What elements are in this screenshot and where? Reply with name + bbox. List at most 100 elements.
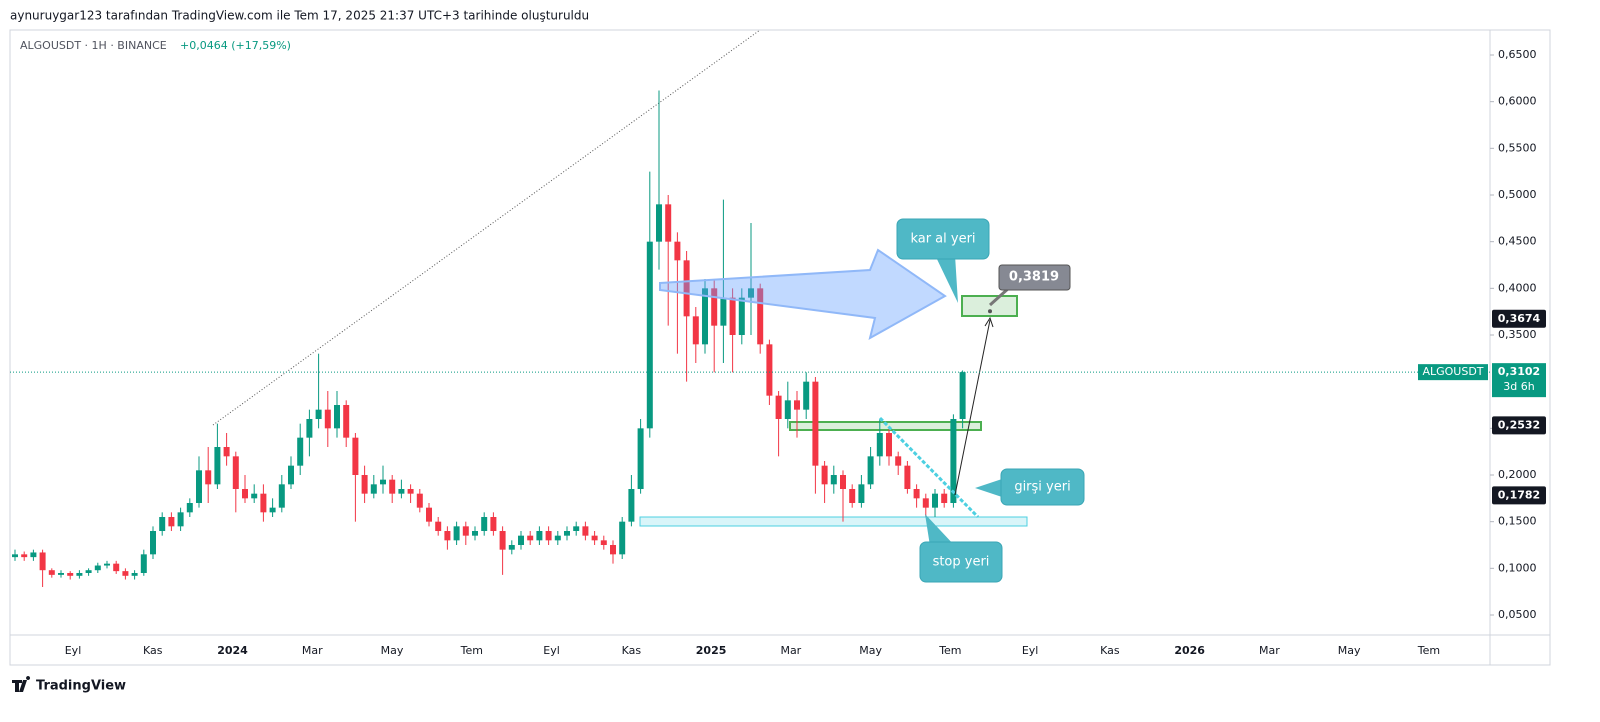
- logo: [12, 676, 31, 692]
- candle-body: [738, 297, 745, 335]
- candle-body: [168, 517, 175, 527]
- projection-arrow: [954, 319, 991, 496]
- candle-body: [729, 297, 736, 335]
- price-label: 0,2532: [1498, 418, 1540, 431]
- y-tick-label: 0,6000: [1498, 95, 1537, 108]
- candle-body: [104, 563, 110, 566]
- candle-body: [370, 484, 377, 494]
- candle-body: [720, 297, 727, 326]
- candle-body: [242, 489, 248, 499]
- target-label: 0,3819: [1009, 270, 1059, 285]
- candle-body: [462, 526, 469, 536]
- callout-text: girşi yeri: [1014, 480, 1070, 495]
- candle-body: [67, 573, 74, 576]
- x-tick-label: Tem: [460, 644, 483, 657]
- y-tick-label: 0,6500: [1498, 48, 1537, 61]
- candle-body: [665, 204, 672, 242]
- candle-body: [278, 484, 285, 508]
- y-tick-label: 0,1000: [1498, 561, 1537, 574]
- candle-body: [803, 381, 810, 410]
- candle-body: [757, 288, 764, 345]
- candle-body: [849, 489, 856, 503]
- x-tick-label: Mar: [780, 644, 801, 657]
- candle-body: [766, 344, 773, 396]
- y-tick-label: 0,5000: [1498, 188, 1537, 201]
- candle-body: [453, 526, 460, 541]
- candle-body: [58, 573, 64, 575]
- x-tick-label: 2024: [217, 644, 248, 657]
- candle-body: [223, 447, 230, 457]
- candle-body: [131, 573, 138, 576]
- candle-body: [324, 409, 331, 429]
- candle-body: [140, 554, 147, 573]
- candle-body: [950, 419, 957, 503]
- footer: TradingView: [36, 679, 126, 694]
- candle-body: [472, 531, 478, 536]
- target-box: [998, 264, 1071, 291]
- candle-body: [306, 419, 313, 438]
- countdown: 3d 6h: [1503, 380, 1534, 393]
- candle-body: [545, 531, 552, 541]
- x-tick-label: Mar: [302, 644, 323, 657]
- y-tick-label: 0,2000: [1498, 468, 1537, 481]
- candle-body: [343, 405, 350, 438]
- candle-body: [867, 456, 874, 485]
- candle-body: [232, 456, 239, 489]
- candle-body: [122, 571, 129, 576]
- candle-body: [518, 535, 524, 545]
- candle-body: [508, 545, 515, 550]
- candle-body: [94, 565, 101, 571]
- callout-pointer: [975, 478, 1005, 498]
- change: +0,0464 (+17,59%): [180, 39, 291, 52]
- candle-body: [214, 447, 221, 485]
- candle-body: [205, 470, 212, 485]
- candle-body: [784, 400, 791, 419]
- candle-body: [573, 526, 580, 531]
- y-tick-label: 0,1500: [1498, 515, 1537, 528]
- candle-body: [30, 552, 37, 558]
- candle-body: [748, 288, 754, 298]
- x-tick-label: Kas: [143, 644, 163, 657]
- candle-body: [941, 493, 948, 503]
- candle-body: [830, 475, 837, 485]
- candle-body: [398, 489, 405, 494]
- candle-body: [619, 521, 626, 555]
- candle-body: [794, 400, 800, 410]
- candle-body: [610, 545, 616, 555]
- y-tick-label: 0,5500: [1498, 141, 1537, 154]
- candle-body: [646, 241, 653, 429]
- wedge-line: [878, 416, 980, 519]
- callout-pointer: [925, 514, 955, 546]
- callout-box: [896, 218, 990, 260]
- candle-body: [39, 552, 46, 571]
- price-label: 0,3674: [1498, 312, 1541, 325]
- candle-body: [352, 437, 359, 475]
- price-label-box: [1492, 486, 1546, 505]
- last-price-box: [1492, 363, 1546, 398]
- candle-body: [48, 570, 55, 575]
- candle-body: [334, 405, 340, 429]
- candle-body: [527, 535, 534, 541]
- candle-body: [821, 465, 828, 485]
- candle-body: [186, 503, 193, 513]
- candle-body: [564, 531, 570, 536]
- x-tick-label: Eyl: [1022, 644, 1039, 657]
- callout-box: [1000, 468, 1085, 506]
- price-label: 0,1782: [1498, 488, 1540, 501]
- candle-body: [85, 570, 92, 573]
- candle-body: [260, 493, 267, 513]
- candle-body: [159, 517, 166, 531]
- candle-body: [582, 526, 589, 536]
- last-price-name: ALGOUSDT: [1422, 365, 1483, 378]
- y-tick-label: 0,4000: [1498, 281, 1537, 294]
- candle-body: [674, 241, 681, 261]
- candle-body: [913, 489, 920, 499]
- y-tick-label: 0,3500: [1498, 328, 1537, 341]
- candle-body: [858, 484, 865, 503]
- candle-body: [812, 381, 819, 466]
- x-tick-label: Mar: [1259, 644, 1280, 657]
- price-label-box: [1492, 309, 1546, 328]
- callout-pointer: [935, 255, 958, 303]
- candle-body: [389, 479, 396, 494]
